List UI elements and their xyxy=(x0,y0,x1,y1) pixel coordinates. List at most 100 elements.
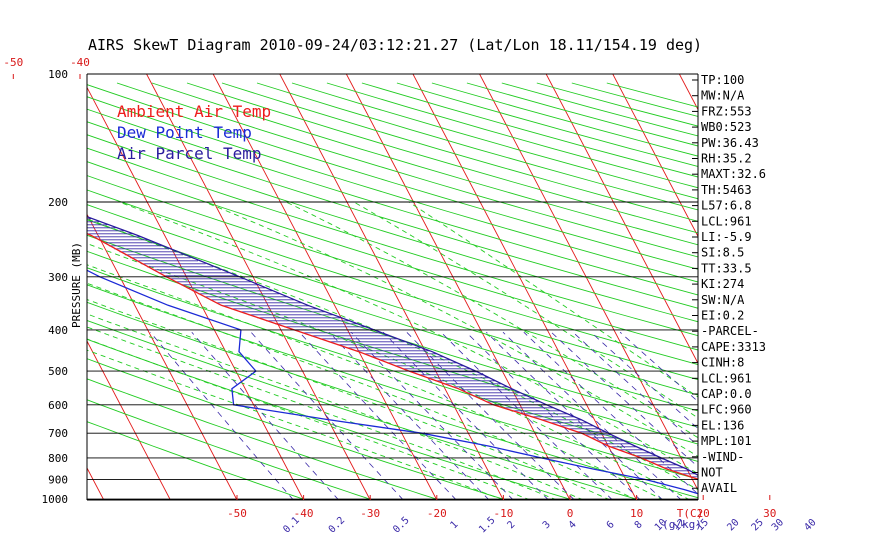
moist-adiabat-line xyxy=(87,218,698,491)
index-entry: MPL:101 xyxy=(701,434,752,448)
dry-adiabat-line xyxy=(87,358,507,500)
pressure-tick-label: 900 xyxy=(48,474,68,487)
index-entry: CAPE:3313 xyxy=(701,340,766,354)
moist-adiabat-line xyxy=(353,201,698,419)
bottom-temp-tick-label: -40 xyxy=(294,507,314,520)
index-entry: AVAIL xyxy=(701,481,737,495)
mixing-ratio-line xyxy=(250,331,404,500)
dry-adiabat-line xyxy=(396,82,698,167)
mixing-ratio-line xyxy=(440,331,613,500)
bottom-temp-tick-label: 10 xyxy=(630,507,643,520)
index-entry: LI:-5.9 xyxy=(701,230,752,244)
isotherm-line xyxy=(746,74,870,500)
mixing-ratio-tick-label: 1 xyxy=(449,519,461,531)
isotherm-line xyxy=(279,74,504,500)
axes: PRESSURE (MB)-120-110-100-90-80-70-60-50… xyxy=(3,56,818,536)
isotherm-line xyxy=(212,74,438,500)
mixing-ratio-line xyxy=(350,331,514,500)
index-entry: RH:35.2 xyxy=(701,152,752,166)
dry-adiabat-line xyxy=(87,134,698,323)
index-entry: TP:100 xyxy=(701,73,744,87)
mixing-ratio-tick-label: 0.2 xyxy=(327,515,348,536)
index-entry: EL:136 xyxy=(701,418,744,432)
index-entry: MAXT:32.6 xyxy=(701,167,766,181)
pressure-tick-label: 500 xyxy=(48,365,68,378)
bottom-temp-tick-label: 30 xyxy=(763,507,776,520)
mixing-ratio-tick-label: 4 xyxy=(567,519,579,531)
mixing-ratio-line xyxy=(329,331,490,500)
index-entry: TH:5463 xyxy=(701,183,752,197)
moist-adiabat-line xyxy=(87,243,691,500)
index-entry: TT:33.5 xyxy=(701,261,752,275)
pressure-tick-label: 100 xyxy=(48,68,68,81)
pressure-tick-label: 600 xyxy=(48,399,68,412)
chart-title: AIRS SkewT Diagram 2010-09-24/03:12:21.2… xyxy=(88,36,702,54)
dry-adiabat-line xyxy=(87,234,698,428)
index-entry: PW:36.43 xyxy=(701,136,759,150)
y-axis-label: PRESSURE (MB) xyxy=(70,242,83,328)
mixing-ratio-line xyxy=(572,331,698,447)
index-entry: LCL:961 xyxy=(701,214,752,228)
moist-adiabat-line xyxy=(204,201,698,457)
index-entry: -PARCEL- xyxy=(701,324,759,338)
legend-entry: Air Parcel Temp xyxy=(117,144,262,163)
mixing-ratio-line xyxy=(299,331,457,500)
pressure-tick-label: 200 xyxy=(48,196,68,209)
dry-adiabat-line xyxy=(186,82,698,234)
moist-adiabat-line xyxy=(408,201,698,398)
bottom-temp-tick-label: -20 xyxy=(427,507,447,520)
pressure-tick-label: 400 xyxy=(48,324,68,337)
isotherm-line xyxy=(545,74,698,365)
index-entry: NOT xyxy=(701,466,723,480)
mixing-ratio-tick-label: 8 xyxy=(633,519,645,531)
isotherm-line xyxy=(0,74,37,500)
mixing-ratio-line xyxy=(551,331,698,468)
dry-adiabat-line xyxy=(87,319,640,500)
mixing-ratio-tick-label: 20 xyxy=(725,517,741,533)
dry-adiabat-line xyxy=(87,108,698,296)
cape-hatching xyxy=(87,218,698,478)
mixing-ratio-line xyxy=(406,331,575,500)
pressure-tick-label: 700 xyxy=(48,427,68,440)
dry-adiabat-line xyxy=(116,82,698,258)
dry-adiabat-line xyxy=(87,378,440,500)
index-entry: KI:274 xyxy=(701,277,744,291)
mixing-ratio-tick-label: 0.5 xyxy=(391,515,412,536)
dry-adiabat-line xyxy=(87,204,698,396)
isotherm-line xyxy=(87,340,171,500)
mixing-ratio-tick-label: 3 xyxy=(541,519,553,531)
index-entry: CAP:0.0 xyxy=(701,387,752,401)
mixing-ratio-line xyxy=(149,331,294,500)
bottom-temp-tick-label: -50 xyxy=(227,507,247,520)
dry-adiabat-line xyxy=(87,147,698,337)
dry-adiabat-line xyxy=(221,82,698,222)
dry-adiabat-line xyxy=(87,338,573,500)
moist-adiabat-line xyxy=(87,282,637,500)
isotherm-line xyxy=(146,74,371,500)
dry-adiabat-line xyxy=(87,189,698,381)
index-entry: -WIND- xyxy=(701,450,744,464)
mixing-ratio-line xyxy=(382,331,549,500)
dry-adiabat-line xyxy=(87,399,373,500)
pressure-tick-label: 300 xyxy=(48,271,68,284)
legend-entry: Ambient Air Temp xyxy=(117,102,271,121)
dry-adiabat-line xyxy=(87,175,698,366)
dry-adiabat-line xyxy=(87,284,698,480)
bottom-temp-tick-label: -30 xyxy=(360,507,380,520)
index-entry: SI:8.5 xyxy=(701,246,744,260)
index-entry: L57:6.8 xyxy=(701,199,752,213)
mixing-ratio-tick-label: 40 xyxy=(802,517,818,533)
ambient-temp-profile xyxy=(87,232,698,480)
bottom-temp-tick-label: 0 xyxy=(567,507,574,520)
dew-point-profile xyxy=(87,269,698,495)
moist-adiabat-line xyxy=(118,201,698,475)
index-entry: CINH:8 xyxy=(701,356,744,370)
mixing-ratio-line xyxy=(590,331,698,430)
parcel-temp-profile xyxy=(87,216,698,476)
mixing-ratio-tick-label: 2 xyxy=(506,519,518,531)
pressure-tick-label: 800 xyxy=(48,452,68,465)
mixing-ratio-tick-label: 6 xyxy=(605,519,617,531)
isotherm-line xyxy=(612,74,698,238)
